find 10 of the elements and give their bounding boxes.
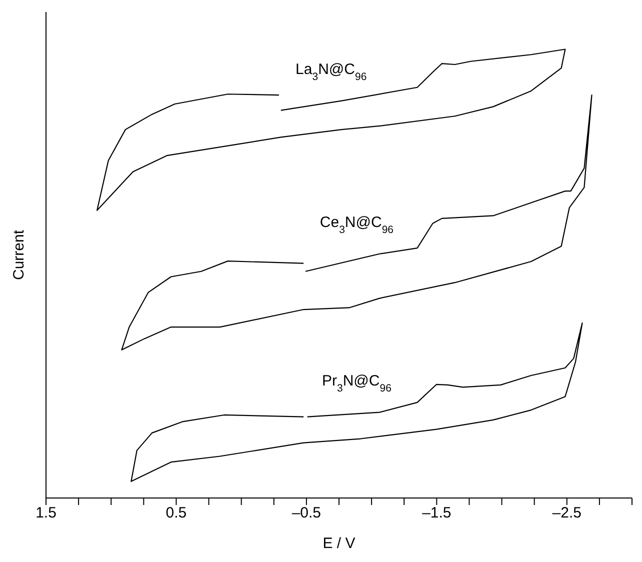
y-axis-title: Current xyxy=(10,229,28,280)
x-tick-label: –1.5 xyxy=(422,504,452,522)
x-tick-label: –0.5 xyxy=(292,504,322,522)
x-tick-label: 1.5 xyxy=(36,504,56,522)
series-label: La$_{3}$N@C$_{96}$ xyxy=(296,60,367,83)
x-tick-label: 0.5 xyxy=(166,504,187,522)
x-tick-label: –2.5 xyxy=(552,504,582,522)
x-axis-title: E / V xyxy=(322,535,356,552)
series-label: Pr$_{3}$N@C$_{96}$ xyxy=(322,372,392,394)
series-label: Ce$_{3}$N@C$_{96}$ xyxy=(320,214,394,236)
